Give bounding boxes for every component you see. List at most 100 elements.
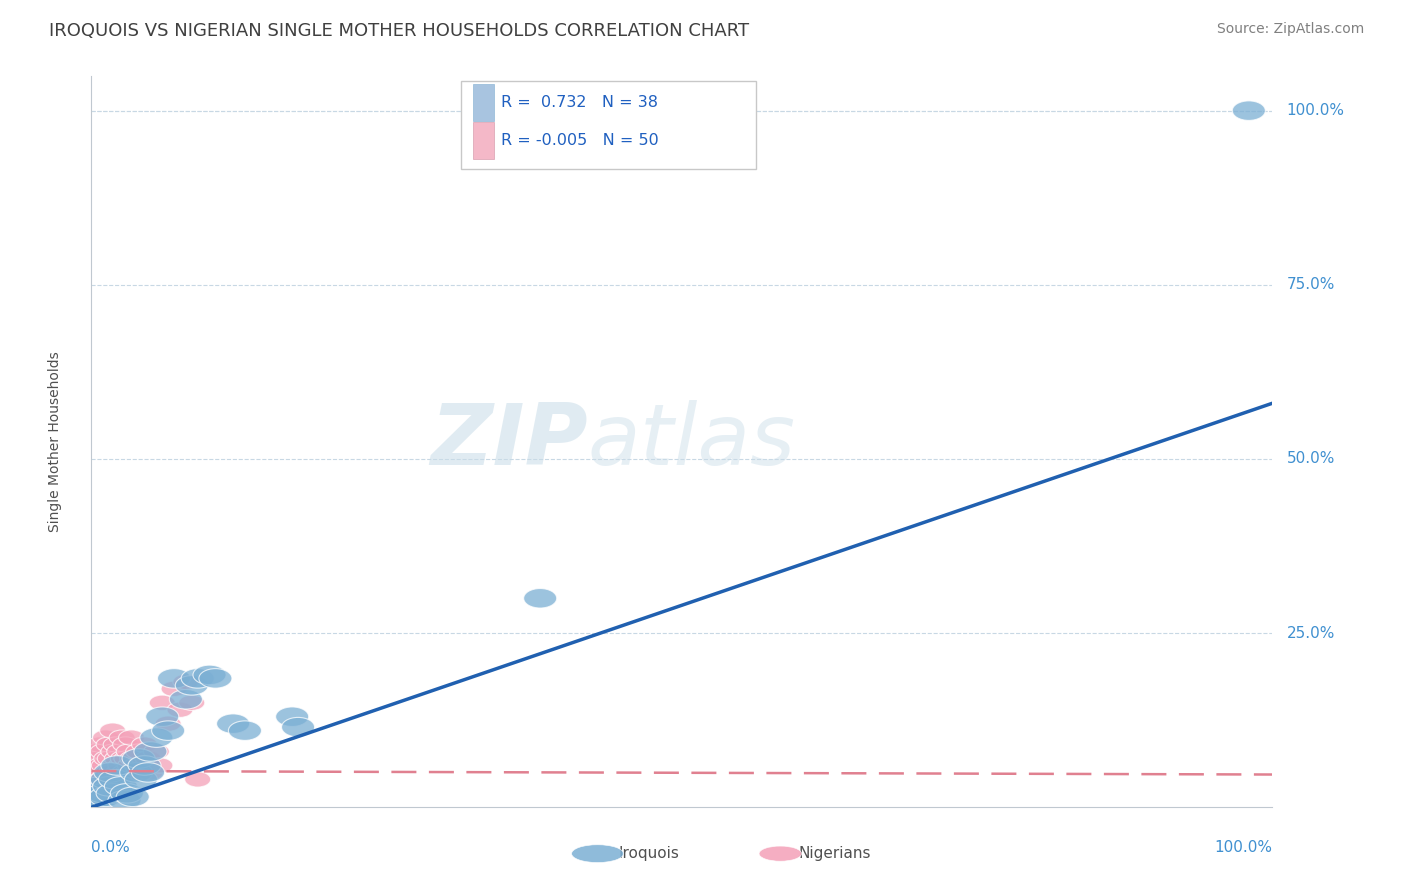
Ellipse shape <box>80 783 114 803</box>
Ellipse shape <box>93 730 118 745</box>
Ellipse shape <box>167 702 193 717</box>
Ellipse shape <box>90 770 124 789</box>
Ellipse shape <box>169 690 202 709</box>
Ellipse shape <box>124 758 149 773</box>
Text: 50.0%: 50.0% <box>1286 451 1334 467</box>
Ellipse shape <box>110 730 135 745</box>
Text: Nigerians: Nigerians <box>799 847 872 861</box>
Text: 100.0%: 100.0% <box>1286 103 1344 118</box>
Ellipse shape <box>134 742 167 761</box>
Ellipse shape <box>117 787 149 806</box>
Ellipse shape <box>146 707 179 726</box>
Ellipse shape <box>84 790 117 810</box>
Ellipse shape <box>87 783 120 803</box>
Ellipse shape <box>523 589 557 608</box>
Ellipse shape <box>112 737 139 752</box>
Ellipse shape <box>176 675 208 695</box>
Ellipse shape <box>198 669 232 688</box>
Text: IROQUOIS VS NIGERIAN SINGLE MOTHER HOUSEHOLDS CORRELATION CHART: IROQUOIS VS NIGERIAN SINGLE MOTHER HOUSE… <box>49 22 749 40</box>
Ellipse shape <box>120 751 146 766</box>
Text: 75.0%: 75.0% <box>1286 277 1334 293</box>
Text: Single Mother Households: Single Mother Households <box>48 351 62 532</box>
Ellipse shape <box>155 716 181 731</box>
Ellipse shape <box>193 665 226 685</box>
Ellipse shape <box>228 721 262 740</box>
Ellipse shape <box>98 764 125 780</box>
Ellipse shape <box>96 783 129 803</box>
Ellipse shape <box>128 758 155 773</box>
Text: R =  0.732   N = 38: R = 0.732 N = 38 <box>501 95 658 111</box>
Ellipse shape <box>103 737 129 752</box>
Ellipse shape <box>89 772 115 787</box>
Ellipse shape <box>125 770 157 789</box>
Ellipse shape <box>107 744 132 759</box>
Ellipse shape <box>93 777 125 797</box>
Ellipse shape <box>105 764 132 780</box>
Ellipse shape <box>179 695 205 710</box>
Ellipse shape <box>79 790 111 810</box>
Ellipse shape <box>94 763 127 782</box>
Ellipse shape <box>132 737 157 752</box>
Ellipse shape <box>108 790 141 810</box>
Ellipse shape <box>104 751 131 766</box>
Ellipse shape <box>111 764 138 780</box>
Ellipse shape <box>120 763 153 782</box>
Ellipse shape <box>118 730 145 745</box>
Ellipse shape <box>83 744 110 759</box>
Text: Iroquois: Iroquois <box>619 847 679 861</box>
Text: 0.0%: 0.0% <box>91 840 131 855</box>
Ellipse shape <box>101 744 127 759</box>
Ellipse shape <box>157 669 191 688</box>
Ellipse shape <box>86 751 111 766</box>
Text: atlas: atlas <box>588 400 796 483</box>
Ellipse shape <box>162 681 187 697</box>
Ellipse shape <box>83 777 117 797</box>
Ellipse shape <box>89 787 122 806</box>
Ellipse shape <box>138 764 163 780</box>
Ellipse shape <box>143 744 169 759</box>
Text: ZIP: ZIP <box>430 400 588 483</box>
Ellipse shape <box>84 764 110 780</box>
Text: 25.0%: 25.0% <box>1286 625 1334 640</box>
Text: Source: ZipAtlas.com: Source: ZipAtlas.com <box>1216 22 1364 37</box>
Ellipse shape <box>281 717 315 737</box>
Ellipse shape <box>101 756 134 775</box>
Ellipse shape <box>108 758 134 773</box>
Ellipse shape <box>87 737 112 752</box>
Ellipse shape <box>149 695 176 710</box>
Ellipse shape <box>128 756 162 775</box>
Ellipse shape <box>152 721 184 740</box>
Ellipse shape <box>98 770 132 789</box>
Ellipse shape <box>139 728 173 747</box>
Text: R = -0.005   N = 50: R = -0.005 N = 50 <box>501 133 659 148</box>
Ellipse shape <box>100 723 125 739</box>
Ellipse shape <box>104 777 138 797</box>
Ellipse shape <box>110 751 136 766</box>
Ellipse shape <box>110 783 143 803</box>
Ellipse shape <box>184 772 211 787</box>
Ellipse shape <box>82 772 108 787</box>
Ellipse shape <box>117 758 143 773</box>
Ellipse shape <box>94 751 120 766</box>
Ellipse shape <box>181 669 214 688</box>
Ellipse shape <box>122 748 155 768</box>
Ellipse shape <box>114 751 139 766</box>
Ellipse shape <box>135 751 162 766</box>
Ellipse shape <box>91 758 117 773</box>
Ellipse shape <box>90 744 117 759</box>
Ellipse shape <box>82 787 115 806</box>
Ellipse shape <box>173 674 198 690</box>
Ellipse shape <box>132 763 165 782</box>
Ellipse shape <box>103 758 128 773</box>
Ellipse shape <box>1232 101 1265 120</box>
Ellipse shape <box>87 758 114 773</box>
Ellipse shape <box>276 707 309 726</box>
Ellipse shape <box>97 751 124 766</box>
Ellipse shape <box>146 758 173 773</box>
Ellipse shape <box>125 744 152 759</box>
Ellipse shape <box>117 744 142 759</box>
Ellipse shape <box>121 764 146 780</box>
Ellipse shape <box>96 737 122 752</box>
Ellipse shape <box>96 764 121 780</box>
Ellipse shape <box>80 758 107 773</box>
